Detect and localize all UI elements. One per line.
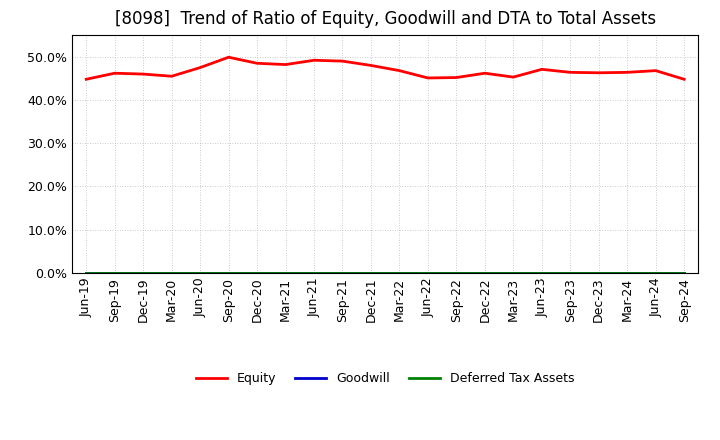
Goodwill xyxy=(509,270,518,275)
Deferred Tax Assets xyxy=(338,270,347,275)
Equity xyxy=(595,70,603,75)
Equity xyxy=(366,63,375,68)
Deferred Tax Assets xyxy=(623,270,631,275)
Goodwill xyxy=(310,270,318,275)
Goodwill xyxy=(110,270,119,275)
Goodwill xyxy=(282,270,290,275)
Goodwill xyxy=(595,270,603,275)
Equity xyxy=(167,73,176,79)
Goodwill xyxy=(537,270,546,275)
Deferred Tax Assets xyxy=(595,270,603,275)
Deferred Tax Assets xyxy=(509,270,518,275)
Equity xyxy=(139,71,148,77)
Goodwill xyxy=(623,270,631,275)
Equity xyxy=(623,70,631,75)
Goodwill xyxy=(253,270,261,275)
Deferred Tax Assets xyxy=(680,270,688,275)
Deferred Tax Assets xyxy=(196,270,204,275)
Deferred Tax Assets xyxy=(395,270,404,275)
Goodwill xyxy=(452,270,461,275)
Deferred Tax Assets xyxy=(282,270,290,275)
Deferred Tax Assets xyxy=(537,270,546,275)
Goodwill xyxy=(395,270,404,275)
Equity xyxy=(110,70,119,76)
Equity xyxy=(225,55,233,60)
Equity xyxy=(310,58,318,63)
Goodwill xyxy=(680,270,688,275)
Line: Equity: Equity xyxy=(86,57,684,79)
Equity xyxy=(338,59,347,64)
Equity xyxy=(509,74,518,80)
Deferred Tax Assets xyxy=(310,270,318,275)
Goodwill xyxy=(82,270,91,275)
Deferred Tax Assets xyxy=(566,270,575,275)
Title: [8098]  Trend of Ratio of Equity, Goodwill and DTA to Total Assets: [8098] Trend of Ratio of Equity, Goodwil… xyxy=(114,10,656,28)
Goodwill xyxy=(139,270,148,275)
Goodwill xyxy=(338,270,347,275)
Goodwill xyxy=(423,270,432,275)
Deferred Tax Assets xyxy=(110,270,119,275)
Equity xyxy=(253,61,261,66)
Goodwill xyxy=(366,270,375,275)
Equity xyxy=(82,77,91,82)
Deferred Tax Assets xyxy=(253,270,261,275)
Equity xyxy=(680,77,688,82)
Goodwill xyxy=(196,270,204,275)
Equity xyxy=(395,68,404,73)
Goodwill xyxy=(652,270,660,275)
Equity xyxy=(282,62,290,67)
Deferred Tax Assets xyxy=(480,270,489,275)
Equity xyxy=(537,67,546,72)
Legend: Equity, Goodwill, Deferred Tax Assets: Equity, Goodwill, Deferred Tax Assets xyxy=(191,367,580,390)
Deferred Tax Assets xyxy=(366,270,375,275)
Deferred Tax Assets xyxy=(139,270,148,275)
Deferred Tax Assets xyxy=(82,270,91,275)
Equity xyxy=(652,68,660,73)
Goodwill xyxy=(225,270,233,275)
Equity xyxy=(423,75,432,81)
Deferred Tax Assets xyxy=(452,270,461,275)
Goodwill xyxy=(480,270,489,275)
Deferred Tax Assets xyxy=(225,270,233,275)
Equity xyxy=(452,75,461,80)
Equity xyxy=(480,70,489,76)
Goodwill xyxy=(566,270,575,275)
Equity xyxy=(566,70,575,75)
Deferred Tax Assets xyxy=(652,270,660,275)
Equity xyxy=(196,65,204,70)
Deferred Tax Assets xyxy=(423,270,432,275)
Goodwill xyxy=(167,270,176,275)
Deferred Tax Assets xyxy=(167,270,176,275)
